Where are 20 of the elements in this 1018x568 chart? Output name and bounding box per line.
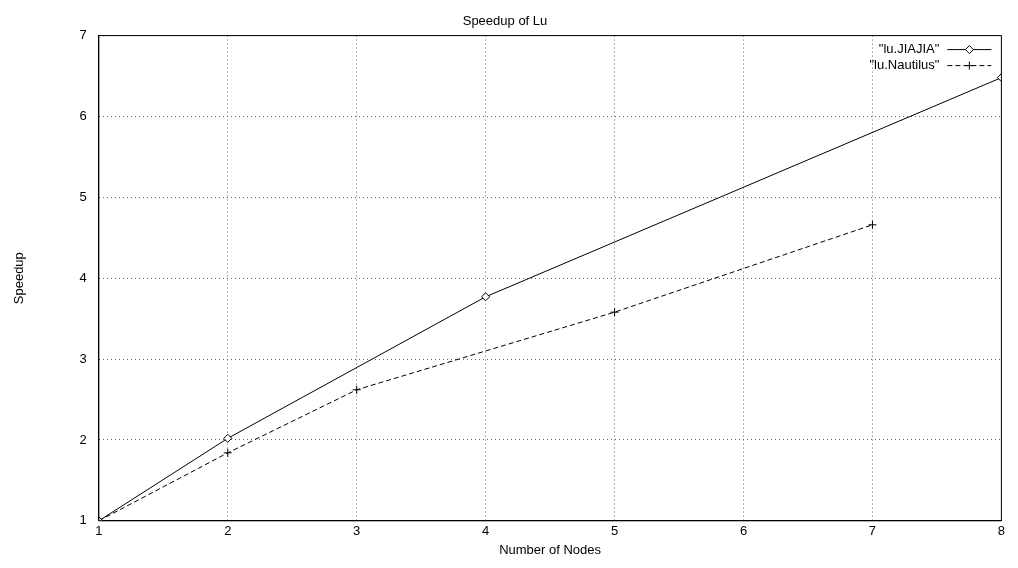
y-axis-title: Speedup [11,252,27,305]
legend-label: "lu.JIAJIA" [878,41,940,57]
y-tick-label: 4 [79,269,87,285]
y-tick-label: 7 [79,27,87,43]
y-tick-label: 6 [79,108,87,124]
y-tick-label: 1 [79,512,87,528]
x-tick-label: 6 [739,523,748,539]
x-tick-label: 1 [95,523,103,539]
y-tick-label: 5 [79,188,87,204]
y-tick-label: 3 [79,350,87,366]
legend-label: "lu.Nautilus" [869,57,940,73]
x-axis-title: Number of Nodes [499,541,602,557]
y-tick-label: 2 [79,431,87,447]
x-tick-label: 2 [224,523,232,539]
x-tick-label: 4 [482,523,490,539]
x-tick-label: 3 [353,523,361,539]
x-tick-label: 8 [997,523,1005,539]
x-tick-label: 7 [868,523,877,539]
x-tick-label: 5 [610,523,619,539]
chart-title: Speedup of Lu [462,13,548,29]
